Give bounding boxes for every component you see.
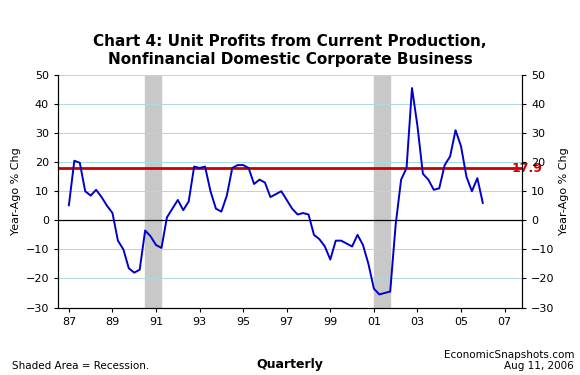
Title: Chart 4: Unit Profits from Current Production,
Nonfinancial Domestic Corporate B: Chart 4: Unit Profits from Current Produ… — [93, 34, 487, 67]
Bar — [374, 75, 390, 307]
Text: Quarterly: Quarterly — [256, 358, 324, 371]
Y-axis label: Year-Ago % Chg: Year-Ago % Chg — [11, 147, 21, 235]
Text: EconomicSnapshots.com
Aug 11, 2006: EconomicSnapshots.com Aug 11, 2006 — [444, 350, 574, 371]
Y-axis label: Year-Ago % Chg: Year-Ago % Chg — [559, 147, 569, 235]
Text: 17.9: 17.9 — [511, 162, 542, 175]
Bar — [145, 75, 161, 307]
Text: Shaded Area = Recession.: Shaded Area = Recession. — [12, 361, 149, 371]
